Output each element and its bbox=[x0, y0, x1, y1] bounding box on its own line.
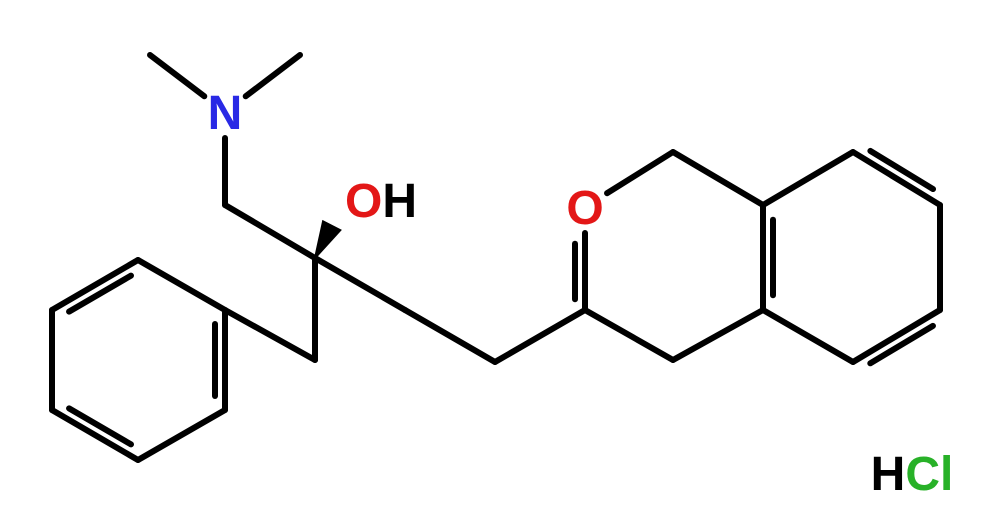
o-label: O bbox=[566, 182, 603, 235]
salt-label: HCl bbox=[871, 448, 954, 501]
oh-label: OH bbox=[345, 175, 417, 228]
n-label: N bbox=[208, 87, 243, 140]
molecule-diagram: N OH O HCl bbox=[0, 0, 1006, 523]
